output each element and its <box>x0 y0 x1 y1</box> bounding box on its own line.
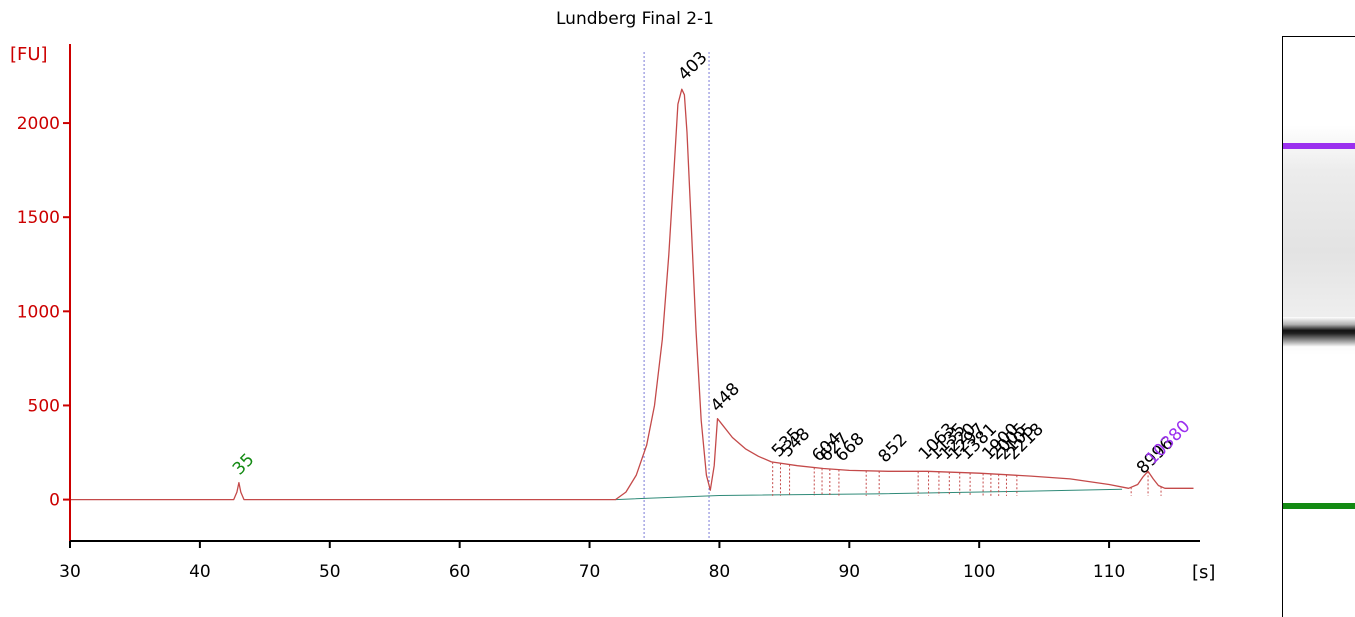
chart-title: Lundberg Final 2-1 <box>556 9 714 29</box>
x-tick-label: 110 <box>1093 562 1125 582</box>
y-tick-label: 0 <box>49 491 60 511</box>
gel-smear-band <box>1283 125 1355 355</box>
electropherogram-chart: Lundberg Final 2-1 [FU] [s] 0 500 1000 1500… <box>10 9 1215 583</box>
x-tick-label: 90 <box>838 562 860 582</box>
x-tick-label: 30 <box>59 562 81 582</box>
peak-size-label: 852 <box>874 430 911 467</box>
y-tick-label: 1000 <box>17 302 60 322</box>
gel-lower-marker-band <box>1283 503 1355 509</box>
gel-image-panel <box>1282 36 1355 617</box>
x-tick-label: 100 <box>963 562 995 582</box>
peak-size-label: 403 <box>674 48 711 85</box>
x-tick-label: 70 <box>579 562 601 582</box>
y-tick-label: 2000 <box>17 114 60 134</box>
peak-size-label: 35 <box>229 450 258 479</box>
peak-size-label: 448 <box>707 379 744 416</box>
gel-upper-marker-band <box>1283 143 1355 149</box>
electropherogram-trace <box>70 88 1194 501</box>
y-axis-unit-label: [FU] <box>10 44 48 65</box>
baseline <box>615 488 1123 501</box>
x-tick-label: 60 <box>449 562 471 582</box>
y-tick-label: 1500 <box>17 208 60 228</box>
x-tick-label: 80 <box>709 562 731 582</box>
x-tick-label: 50 <box>319 562 341 582</box>
y-tick-label: 500 <box>28 396 60 416</box>
gel-main-band <box>1283 317 1355 347</box>
x-axis: 30 40 50 60 70 80 90 100 110 <box>59 540 1200 582</box>
x-axis-unit-label: [s] <box>1192 562 1215 583</box>
y-axis: 0 500 1000 1500 2000 <box>17 44 71 541</box>
peak-size-label: 10380 <box>1142 416 1194 468</box>
x-tick-label: 40 <box>189 562 211 582</box>
